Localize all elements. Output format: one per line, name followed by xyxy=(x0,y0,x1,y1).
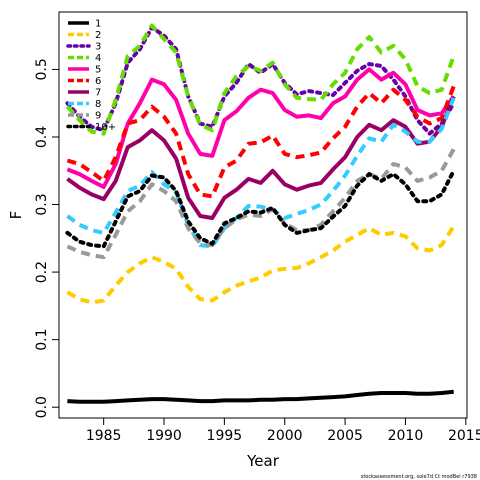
legend-label-1: 1 xyxy=(95,19,101,30)
x-tick-label-1985: 1985 xyxy=(86,428,122,444)
x-tick-label-2015: 2015 xyxy=(448,428,480,444)
series-line-10plus xyxy=(65,168,456,249)
series-line-4 xyxy=(65,23,456,136)
legend-label-8: 8 xyxy=(95,99,101,110)
y-axis: 0.0 0.1 0.2 0.3 0.4 0.5 xyxy=(34,58,59,418)
plot-frame xyxy=(58,11,468,419)
legend-label-2: 2 xyxy=(95,30,101,41)
y-tick-label-0.4: 0.4 xyxy=(34,126,50,148)
series-layer xyxy=(65,23,456,404)
x-axis-label: Year xyxy=(246,452,280,470)
series-line-8 xyxy=(66,97,456,249)
legend-label-6: 6 xyxy=(95,76,101,87)
y-tick-label-0.3: 0.3 xyxy=(34,193,50,215)
series-line-6 xyxy=(66,85,456,199)
legend-label-3: 3 xyxy=(95,42,101,53)
x-tick-label-2010: 2010 xyxy=(388,428,424,444)
series-line-7 xyxy=(66,95,456,220)
x-tick-label-2005: 2005 xyxy=(327,428,363,444)
x-tick-label-1995: 1995 xyxy=(207,428,243,444)
series-line-9 xyxy=(66,148,456,260)
footnote: stockassessment.org, sole7d Ct modBel r7… xyxy=(361,474,477,480)
series-line-5 xyxy=(66,67,456,189)
x-tick-label-2000: 2000 xyxy=(267,428,303,444)
x-tick-label-1990: 1990 xyxy=(146,428,182,444)
legend-label-4: 4 xyxy=(95,53,101,64)
legend-label-5: 5 xyxy=(95,65,101,76)
y-tick-label-0.1: 0.1 xyxy=(34,328,50,350)
y-axis-label: F xyxy=(7,211,25,220)
series-line-1 xyxy=(67,389,454,404)
x-axis: 1985 1990 1995 2000 2005 2010 2015 xyxy=(86,418,480,444)
legend-label-7: 7 xyxy=(95,88,101,99)
y-tick-label-0.0: 0.0 xyxy=(34,396,50,418)
y-tick-label-0.5: 0.5 xyxy=(34,58,50,80)
legend-label-10plus: 10+ xyxy=(95,122,116,133)
legend-label-9: 9 xyxy=(95,111,101,122)
y-tick-label-0.2: 0.2 xyxy=(34,261,50,283)
series-line-2 xyxy=(66,225,456,305)
